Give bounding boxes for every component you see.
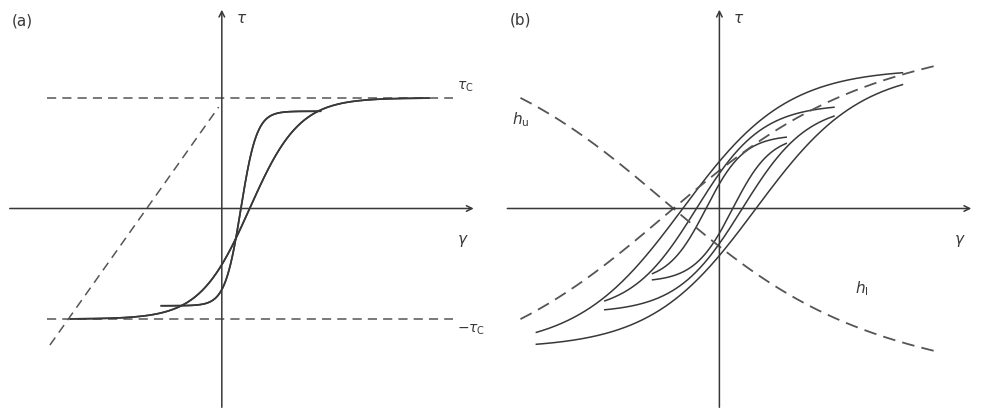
Text: $\tau$: $\tau$ <box>734 11 745 26</box>
Text: $h_\mathrm{u}$: $h_\mathrm{u}$ <box>512 110 530 129</box>
Text: $\gamma$: $\gamma$ <box>456 233 468 249</box>
Text: (b): (b) <box>509 13 531 28</box>
Text: $\gamma$: $\gamma$ <box>955 233 966 249</box>
Text: $\tau_\mathrm{C}$: $\tau_\mathrm{C}$ <box>457 80 474 94</box>
Text: $h_\mathrm{l}$: $h_\mathrm{l}$ <box>854 280 868 299</box>
Text: $\tau$: $\tau$ <box>235 11 247 26</box>
Text: (a): (a) <box>12 13 32 28</box>
Text: $-\tau_\mathrm{C}$: $-\tau_\mathrm{C}$ <box>457 323 486 337</box>
